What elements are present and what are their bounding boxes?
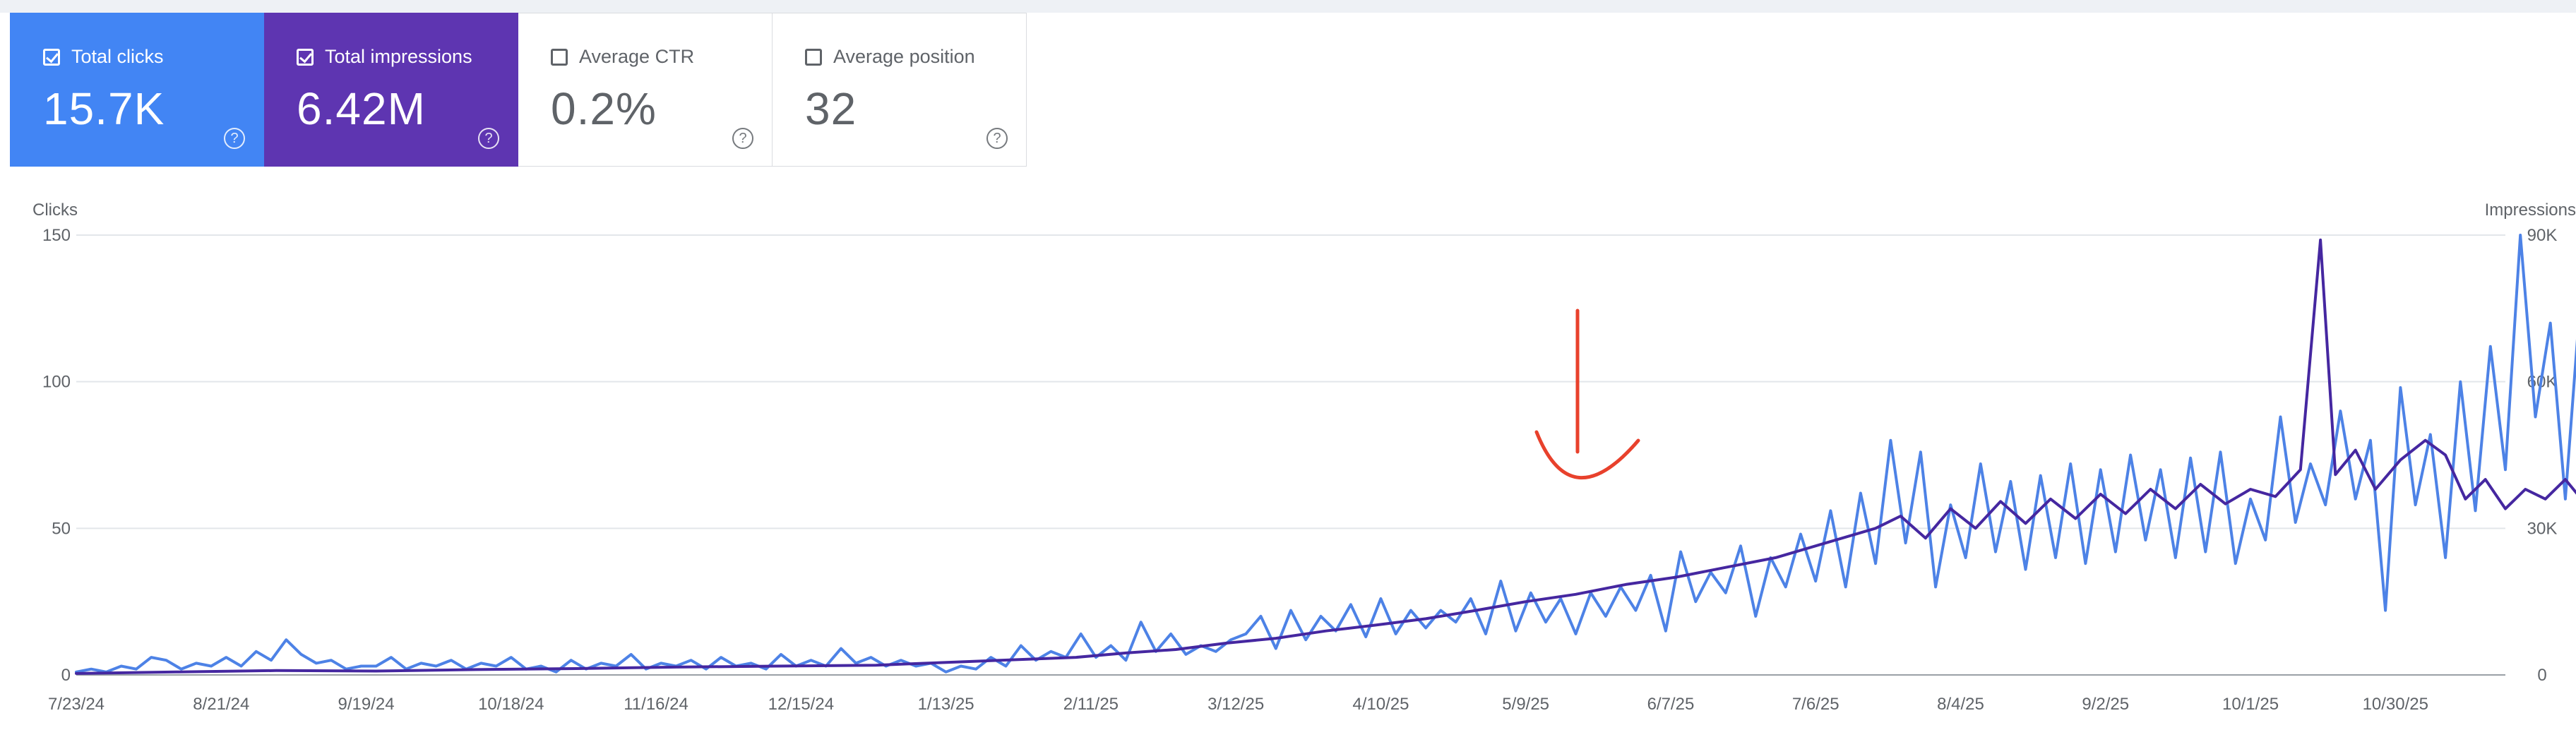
annotation-arrow [1534,309,1640,479]
series-lines [75,234,2576,675]
total-clicks-label: Total clicks [71,46,164,67]
x-tick-label: 11/16/24 [624,695,688,714]
clicks-series-line [75,234,2576,674]
impressions-series-line [75,238,2576,675]
x-tick-label: 2/11/25 [1063,695,1119,714]
x-tick-label: 1/13/25 [918,695,974,714]
average-position-checkbox[interactable] [805,48,822,66]
right-tick-label: 30K [2527,519,2558,538]
x-tick-label: 10/30/25 [2363,695,2428,714]
average-position-value: 32 [805,83,857,134]
average-ctr-header: Average CTR [551,46,694,68]
total-clicks-checkbox[interactable] [43,48,60,66]
average-ctr-card[interactable]: Average CTR 0.2% ? [518,13,773,167]
total-clicks-card[interactable]: Total clicks 15.7K ? [10,13,264,167]
x-tick-label: 6/7/25 [1647,695,1695,714]
left-tick-label: 150 [42,226,71,245]
total-impressions-card[interactable]: Total impressions 6.42M ? [264,13,518,167]
x-tick-label: 7/6/25 [1792,695,1839,714]
help-icon[interactable]: ? [986,128,1008,149]
average-position-card[interactable]: Average position 32 ? [773,13,1027,167]
x-axis-ticks: 7/23/24 8/21/24 9/19/24 10/18/24 11/16/24 12/… [48,695,2428,714]
metric-cards: Total clicks 15.7K ? Total impressions 6… [10,13,1027,167]
average-ctr-checkbox[interactable] [551,48,568,66]
x-tick-label: 9/19/24 [338,695,394,714]
left-tick-label: 0 [61,666,71,685]
help-icon[interactable]: ? [478,128,499,149]
help-icon[interactable]: ? [732,128,753,149]
x-tick-label: 9/2/25 [2082,695,2129,714]
x-tick-label: 4/10/25 [1352,695,1409,714]
x-tick-label: 5/9/25 [1502,695,1549,714]
x-tick-label: 8/4/25 [1937,695,1984,714]
x-tick-label: 7/23/24 [48,695,105,714]
left-axis-ticks: 0 50 100 150 [42,226,71,685]
x-tick-label: 10/18/24 [478,695,544,714]
x-tick-label: 10/1/25 [2222,695,2279,714]
help-icon[interactable]: ? [224,128,245,149]
average-ctr-value: 0.2% [551,83,657,134]
top-band [0,0,2576,13]
x-tick-label: 8/21/24 [193,695,249,714]
right-tick-label: 0 [2537,666,2546,685]
average-ctr-label: Average CTR [579,46,695,67]
x-tick-label: 12/15/24 [768,695,834,714]
total-impressions-label: Total impressions [325,46,472,67]
total-impressions-checkbox[interactable] [297,48,314,66]
left-axis-title: Clicks [32,201,78,220]
left-tick-label: 100 [42,373,71,392]
total-impressions-header: Total impressions [297,46,472,68]
total-clicks-value: 15.7K [43,83,165,134]
right-axis-title: Impressions [2485,201,2576,220]
left-tick-label: 50 [52,519,71,538]
annotation-arrow-head [1534,430,1640,479]
average-position-header: Average position [805,46,975,68]
x-tick-label: 3/12/25 [1208,695,1264,714]
average-position-label: Average position [833,46,975,67]
gridlines [76,234,2505,676]
total-clicks-header: Total clicks [43,46,164,68]
total-impressions-value: 6.42M [297,83,426,134]
right-tick-label: 90K [2527,226,2558,245]
